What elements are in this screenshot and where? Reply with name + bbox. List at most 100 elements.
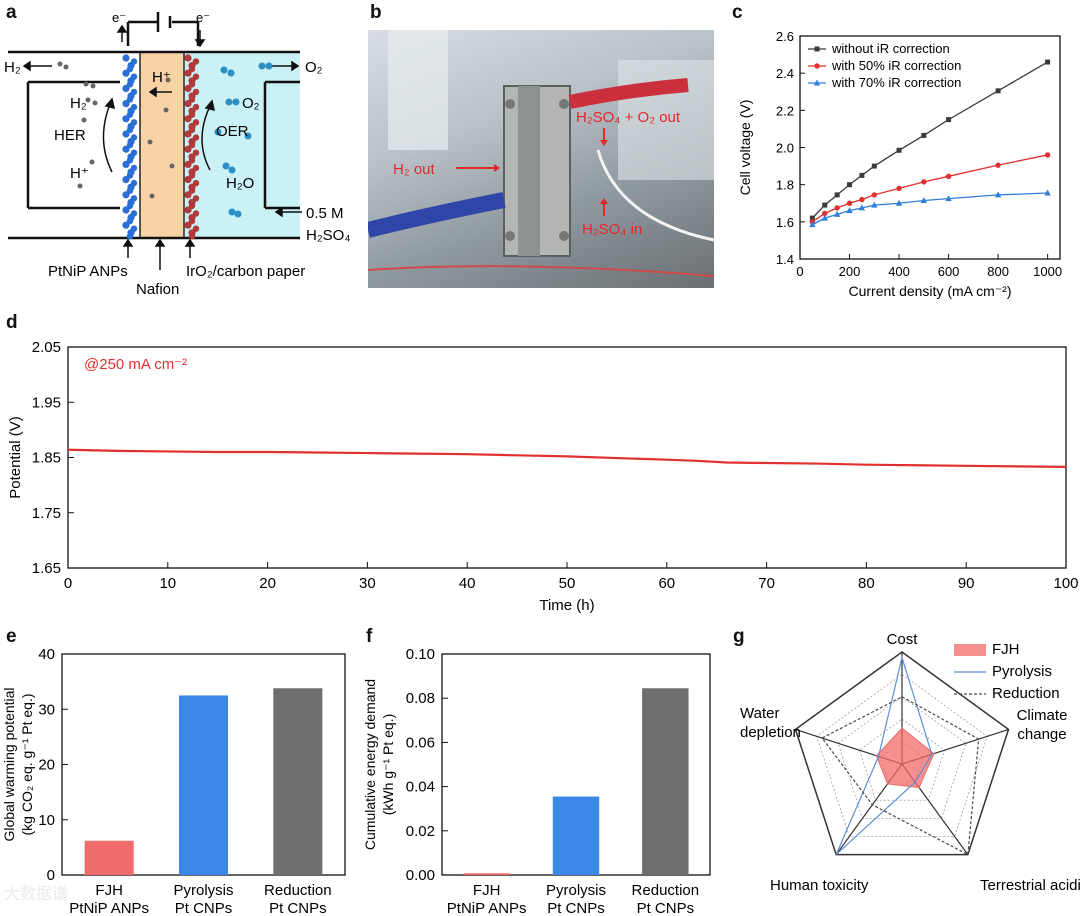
data-point-triangle	[809, 221, 816, 228]
cathode-particle	[122, 206, 130, 214]
electrolyte-acid-label: H₂SO₄	[306, 227, 350, 244]
y-tick-label: 2.05	[32, 339, 61, 356]
category-label: Pt CNPs	[547, 900, 605, 916]
anode-particle	[184, 145, 192, 153]
y-tick-label: 2.0	[776, 141, 794, 156]
data-point-triangle	[994, 191, 1002, 198]
data-point-circle	[945, 173, 952, 180]
bolt	[505, 231, 515, 241]
cathode-label: PtNiP ANPs	[48, 263, 128, 280]
data-point-triangle	[1044, 189, 1051, 196]
data-point-triangle	[833, 210, 841, 217]
electron-label-right: e⁻	[196, 10, 210, 25]
y-tick-label: 2.2	[776, 103, 794, 118]
photo-drawing: H₂ out H₂SO₄ + O₂ out H₂SO₄ in	[368, 30, 714, 277]
y-tick-label: 1.65	[32, 560, 61, 577]
data-point-square	[847, 182, 853, 188]
h2-bubbles	[57, 61, 175, 199]
data-point-square	[1045, 59, 1051, 65]
y-tick-label: 1.75	[32, 505, 61, 522]
anode-particle	[184, 69, 192, 77]
anode-particle	[184, 206, 192, 214]
y-tick-label: 1.4	[776, 252, 794, 267]
category-label: Reduction	[264, 882, 332, 899]
bolt	[559, 99, 569, 109]
anode-particle	[184, 176, 192, 184]
h2-out-label: H₂	[4, 59, 21, 76]
y-tick-label: 20	[38, 757, 55, 774]
h2-out-arrowhead	[494, 164, 500, 172]
cathode-particle	[122, 100, 130, 108]
potential-trace	[67, 448, 1067, 468]
oer-label: OER	[216, 123, 249, 140]
o2-label: O₂	[242, 95, 260, 112]
y-tick-label: 30	[38, 701, 55, 718]
cathode-particle	[122, 69, 130, 77]
legend-label: without iR correction	[831, 41, 950, 56]
legend-marker	[814, 63, 820, 69]
anode-particle	[184, 54, 192, 62]
h2o-label: H₂O	[226, 175, 254, 192]
cathode-particle	[122, 54, 130, 62]
x-tick-label: 100	[1053, 575, 1078, 592]
y-tick-label: 1.8	[776, 178, 794, 193]
y-tick-label: 0.04	[406, 779, 435, 796]
anode-particle	[184, 191, 192, 199]
tube-red	[368, 265, 714, 277]
category-label: PtNiP ANPs	[69, 900, 149, 916]
x-tick-label: 800	[987, 264, 1009, 279]
bar-2	[178, 695, 229, 875]
radar-axis-label: depletion	[740, 724, 801, 741]
panel-letter-e: e	[6, 626, 17, 647]
photo-h2-out-label: H₂ out	[393, 161, 436, 178]
radar-grid-ring	[837, 696, 967, 819]
legend-label: FJH	[992, 641, 1020, 658]
x-tick-label: 70	[758, 575, 775, 592]
radar-axis-label: change	[1017, 726, 1066, 743]
panel-letter-c: c	[732, 2, 743, 23]
x-tick-label: 600	[938, 264, 960, 279]
data-point-triangle	[895, 199, 903, 206]
cathode-particle	[122, 176, 130, 184]
data-point-circle	[896, 185, 902, 192]
radar-axis-label: Climate	[1017, 707, 1068, 724]
data-point-triangle	[858, 204, 866, 211]
anode-particle	[184, 160, 192, 168]
x-tick-label: 90	[958, 575, 975, 592]
y-tick-label: 40	[38, 646, 55, 663]
category-label: Pt CNPs	[175, 900, 233, 916]
bolt	[559, 231, 569, 241]
y-tick-label: 0.10	[406, 646, 435, 663]
cathode-particle	[122, 115, 130, 123]
y-tick-label: 10	[38, 812, 55, 829]
anode-particle	[184, 115, 192, 123]
photo-acid-in-label: H₂SO₄ in	[582, 221, 642, 238]
anode-label: IrO₂/carbon paper	[186, 263, 305, 280]
y-tick-label: 1.6	[776, 215, 794, 230]
data-point-square	[809, 215, 815, 221]
electrolyzer-schematic: e⁻ e⁻ H₂ O₂ H₂ HER H⁺ H⁺ OER O₂ H₂O 0.5 …	[4, 10, 350, 298]
chart-g-radar: Cost Climate change Terrestrial acidificati…	[740, 632, 1080, 894]
data-point-circle	[921, 179, 927, 185]
cathode-particle	[122, 145, 130, 153]
anode-particles	[184, 54, 200, 240]
y-tick-label: 2.6	[776, 29, 794, 44]
acid-in-arrowhead	[600, 198, 608, 204]
x-tick-label: 200	[839, 264, 861, 279]
electron-label-left: e⁻	[112, 10, 126, 25]
x-tick-label: 0	[64, 575, 72, 592]
o2-bubbles	[214, 62, 273, 218]
x-tick-label: 60	[658, 575, 675, 592]
radar-series-2	[835, 655, 933, 856]
bar-3	[273, 688, 323, 875]
y-axis-label: Cell voltage (V)	[737, 100, 753, 196]
y-tick-label: 0.08	[406, 690, 435, 707]
legend-label: with 70% iR correction	[831, 75, 961, 90]
y-tick-label: 0	[47, 867, 55, 884]
acid-o2-arrowhead	[600, 140, 608, 146]
radar-outer-ring	[794, 651, 1010, 856]
y-tick-label: 0.00	[406, 867, 435, 884]
flow-arrows	[22, 24, 302, 270]
